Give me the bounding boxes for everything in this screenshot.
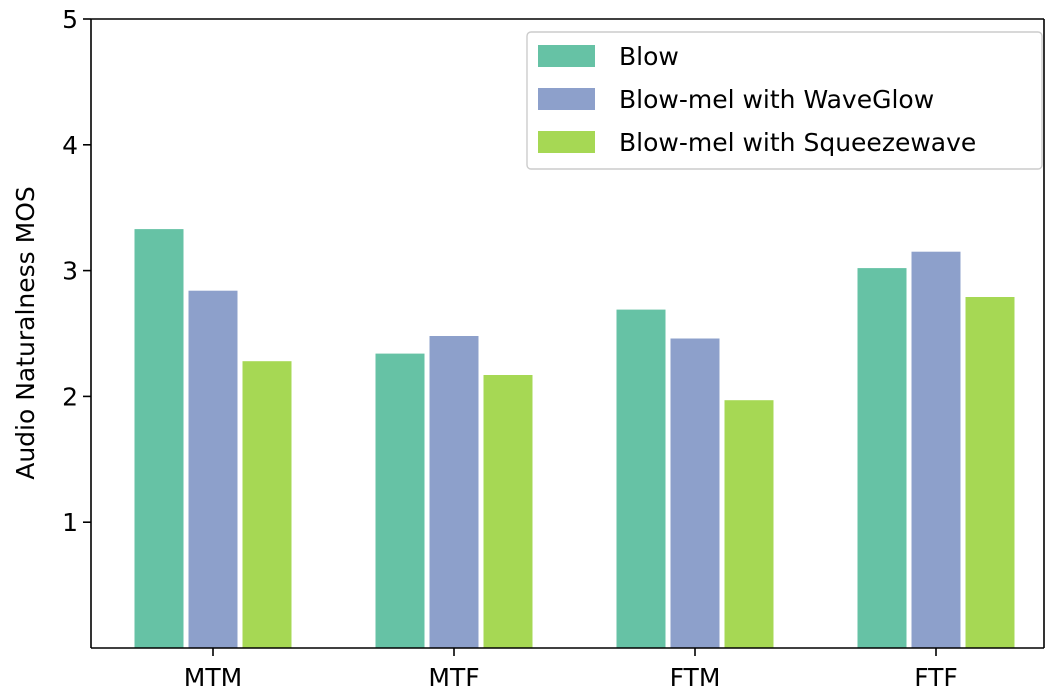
bar-mtf-series-2 [429,336,479,648]
legend: Blow Blow-mel with WaveGlow Blow-mel with … [526,31,1043,170]
plot-area: 1 2 3 4 5 MTM MTF FTM FTF [62,5,1045,692]
bar-mtm-series-1 [134,229,184,648]
y-tick-label: 3 [62,257,78,286]
bar-ftm-series-2 [670,338,720,648]
y-tick-label: 4 [62,131,78,160]
legend-label: Blow-mel with Squeezewave [619,128,976,157]
x-tick-label: MTF [428,663,479,692]
bar-mtm-series-3 [242,361,292,648]
legend-swatch [538,45,595,67]
bar-ftf-series-1 [857,268,907,648]
bar-mtm-series-2 [188,290,238,648]
x-tick-label: MTM [184,663,242,692]
bars [134,229,1015,648]
legend-frame [526,31,1043,170]
bar-mtf-series-1 [375,353,425,648]
legend-label: Blow [619,42,679,71]
bar-ftf-series-3 [965,297,1015,648]
y-tick-label: 1 [62,508,78,537]
legend-label: Blow-mel with WaveGlow [619,85,934,114]
y-tick-label: 2 [62,382,78,411]
bar-ftm-series-1 [616,309,666,648]
x-tick-label: FTM [670,663,721,692]
bar-mtf-series-3 [483,375,533,648]
bar-ftf-series-2 [911,251,961,648]
legend-swatch [538,88,595,110]
y-tick-label: 5 [62,5,78,34]
x-ticks: MTM MTF FTM FTF [184,648,958,692]
y-ticks: 1 2 3 4 5 [62,5,91,537]
legend-swatch [538,131,595,153]
x-tick-label: FTF [914,663,958,692]
bar-ftm-series-3 [724,400,774,648]
y-axis-title: Audio Naturalness MOS [11,186,40,480]
